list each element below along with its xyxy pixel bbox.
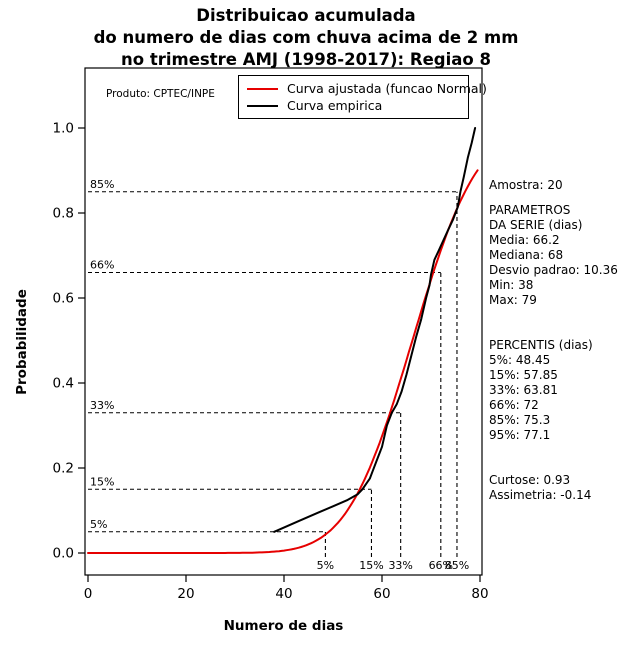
percentile-left-label-15%: 15% — [90, 475, 114, 488]
chart-title: Distribuicao acumulada do numero de dias… — [0, 5, 612, 71]
product-label: Produto: CPTEC/INPE — [106, 88, 215, 100]
percentile-left-label-85%: 85% — [90, 178, 114, 191]
percentile-bottom-label-5%: 5% — [317, 559, 334, 572]
y-tick-label: 0.0 — [53, 546, 74, 562]
y-tick-label: 1.0 — [53, 121, 74, 137]
y-tick-label: 0.2 — [53, 461, 74, 477]
x-tick-label: 40 — [275, 586, 292, 602]
percentile-bottom-label-15%: 15% — [359, 559, 383, 572]
fitted-curve-swatch — [247, 87, 278, 90]
x-axis-title: Numero de dias — [223, 618, 344, 634]
x-tick-label: 80 — [471, 586, 488, 602]
empirical-curve-swatch — [247, 104, 278, 107]
empirical-curve — [273, 127, 477, 533]
percentile-bottom-label-66%: 66% — [429, 559, 453, 572]
legend-label-empirical: Curva empirica — [287, 98, 383, 113]
percentile-left-label-66%: 66% — [90, 259, 114, 272]
percentile-left-label-5%: 5% — [90, 518, 107, 531]
fitted-curve — [87, 169, 479, 554]
title-line-2: do numero de dias com chuva acima de 2 m… — [93, 28, 519, 47]
y-tick-label: 0.6 — [53, 291, 74, 307]
percentile-bottom-label-85%: 85% — [445, 559, 469, 572]
y-tick-label: 0.4 — [53, 376, 74, 392]
title-line-1: Distribuicao acumulada — [196, 6, 416, 25]
x-tick-label: 0 — [84, 586, 93, 602]
x-tick-label: 20 — [177, 586, 194, 602]
title-line-3: no trimestre AMJ (1998-2017): Regiao 8 — [121, 50, 491, 69]
x-tick-label: 60 — [373, 586, 390, 602]
legend-box: Curva ajustada (funcao Normal) Curva emp… — [238, 75, 487, 119]
y-tick-label: 0.8 — [53, 206, 74, 222]
percentile-bottom-label-33%: 33% — [388, 559, 412, 572]
percentile-left-label-33%: 33% — [90, 399, 114, 412]
legend-label-fitted: Curva ajustada (funcao Normal) — [287, 81, 487, 96]
legend-item-fitted: Curva ajustada (funcao Normal) — [247, 80, 487, 97]
legend-item-empirical: Curva empirica — [247, 97, 468, 114]
y-axis-title: Probabilidade — [14, 289, 30, 395]
plot-frame — [84, 67, 483, 576]
